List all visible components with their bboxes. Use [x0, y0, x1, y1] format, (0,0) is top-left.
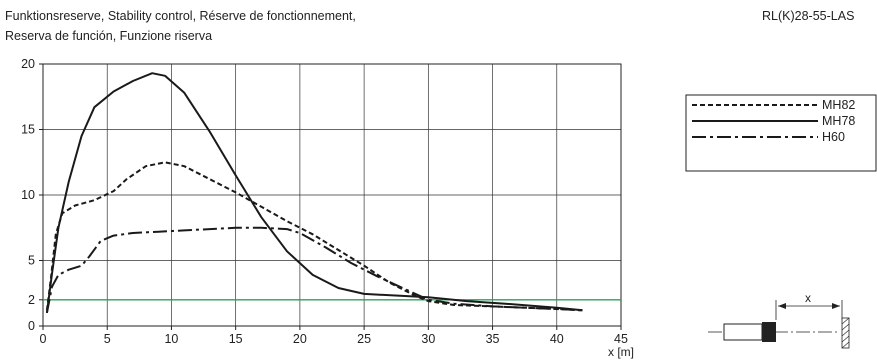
distance-diagram: x — [708, 291, 850, 349]
y-tick-label: 2 — [28, 293, 35, 307]
y-tick-label: 15 — [21, 123, 35, 137]
series-line-mh78 — [45, 72, 583, 314]
x-tick-labels: 0 5 10 15 20 25 30 35 40 45 — [40, 326, 628, 346]
x-tick-label: 0 — [40, 332, 47, 346]
x-axis-label: x [m] — [608, 345, 634, 359]
y-tick-label: 0 — [28, 319, 35, 333]
x-tick-label: 45 — [614, 332, 628, 346]
x-tick-label: 40 — [550, 332, 564, 346]
legend-label-h60: H60 — [822, 130, 845, 144]
x-tick-label: 25 — [357, 332, 371, 346]
x-tick-label: 35 — [486, 332, 500, 346]
target-hatch — [841, 317, 850, 349]
x-tick-label: 5 — [104, 332, 111, 346]
x-tick-label: 15 — [229, 332, 243, 346]
x-tick-label: 30 — [421, 332, 435, 346]
dimension-arrow-left — [778, 303, 786, 309]
x-tick-label: 20 — [293, 332, 307, 346]
x-tick-label: 10 — [164, 332, 178, 346]
legend-box — [685, 94, 877, 172]
chart-title-line-1: Funktionsreserve, Stability control, Rés… — [5, 9, 356, 23]
series-line-h60 — [45, 226, 583, 314]
dimension-arrow-right — [832, 303, 840, 309]
chart-title-line-2: Reserva de función, Funzione riserva — [5, 29, 213, 43]
sensor-body — [723, 323, 763, 341]
model-label: RL(K)28-55-LAS — [762, 9, 855, 23]
legend: MH82 MH78 H60 — [685, 94, 877, 172]
y-tick-label: 20 — [21, 57, 35, 71]
y-tick-labels: 0 2 5 10 15 20 — [21, 57, 43, 333]
legend-label-mh78: MH78 — [822, 114, 855, 128]
legend-label-mh82: MH82 — [822, 98, 855, 112]
distance-label: x — [805, 291, 811, 305]
y-tick-label: 5 — [28, 254, 35, 268]
grid — [43, 64, 621, 326]
y-tick-label: 10 — [21, 188, 35, 202]
sensor-lens — [762, 322, 776, 342]
series-line-mh82 — [45, 161, 583, 312]
series-group — [45, 72, 583, 314]
